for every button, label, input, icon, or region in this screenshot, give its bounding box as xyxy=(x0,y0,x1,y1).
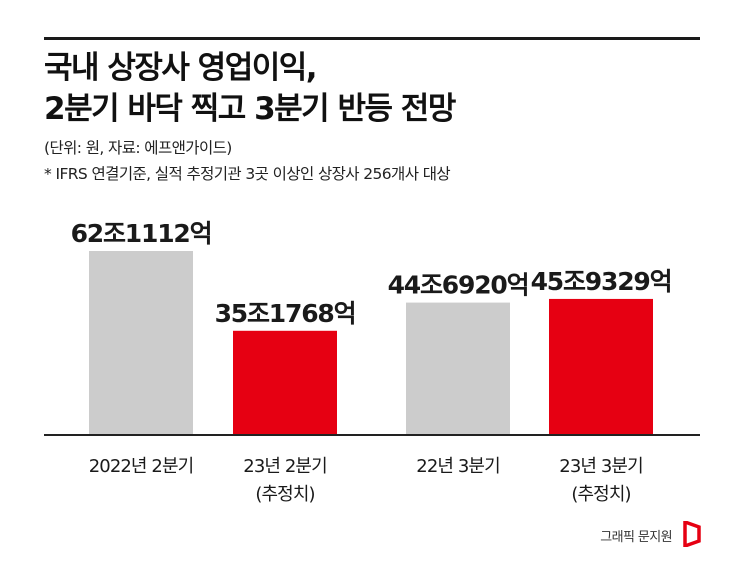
bar-4 xyxy=(549,298,653,435)
footnote: * IFRS 연결기준, 실적 추정기관 3곳 이상인 상장사 256개사 대상 xyxy=(44,165,451,183)
category-label-4-line-1: 23년 3분기 xyxy=(559,456,642,477)
data-label-4: 45조9329억 xyxy=(531,267,672,296)
category-label-2-line-1: 23년 2분기 xyxy=(243,456,326,477)
category-label-3-line-1: 22년 3분기 xyxy=(416,456,499,477)
unit-note: (단위: 원, 자료: 에프앤가이드) xyxy=(44,139,232,157)
data-label-3: 44조6920억 xyxy=(388,271,529,300)
bar-2 xyxy=(233,330,337,435)
category-label-1-line-1: 2022년 2분기 xyxy=(89,456,194,477)
credit: 그래픽 문지원 xyxy=(600,530,672,545)
category-label-4-line-2: (추정치) xyxy=(571,484,630,505)
title-line-1: 국내 상장사 영업이익, xyxy=(44,50,318,86)
chart-title: 국내 상장사 영업이익, 2분기 바닥 찍고 3분기 반등 전망 xyxy=(44,48,704,130)
bar-3 xyxy=(406,302,510,435)
data-label-1: 62조1112억 xyxy=(71,219,212,248)
top-rule xyxy=(44,37,700,40)
bar-1 xyxy=(89,251,193,435)
title-line-2: 2분기 바닥 찍고 3분기 반등 전망 xyxy=(44,91,456,127)
data-label-2: 35조1768억 xyxy=(215,299,356,328)
brand-logo-icon xyxy=(683,521,701,547)
category-label-2-line-2: (추정치) xyxy=(255,484,314,505)
